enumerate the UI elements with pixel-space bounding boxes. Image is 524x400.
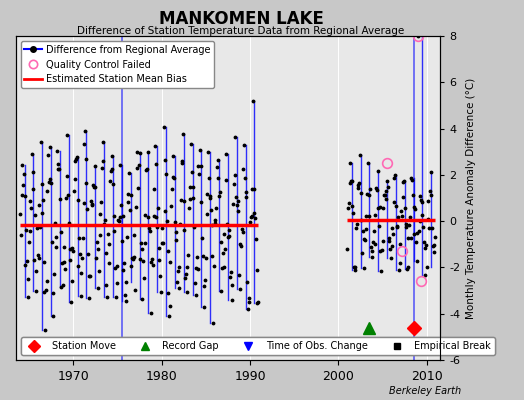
Text: Difference of Station Temperature Data from Regional Average: Difference of Station Temperature Data f… — [78, 26, 405, 36]
Y-axis label: Monthly Temperature Anomaly Difference (°C): Monthly Temperature Anomaly Difference (… — [466, 77, 476, 319]
Legend: Station Move, Record Gap, Time of Obs. Change, Empirical Break: Station Move, Record Gap, Time of Obs. C… — [20, 337, 495, 355]
Text: Berkeley Earth: Berkeley Earth — [389, 386, 461, 396]
Text: MANKOMEN LAKE: MANKOMEN LAKE — [159, 10, 323, 28]
